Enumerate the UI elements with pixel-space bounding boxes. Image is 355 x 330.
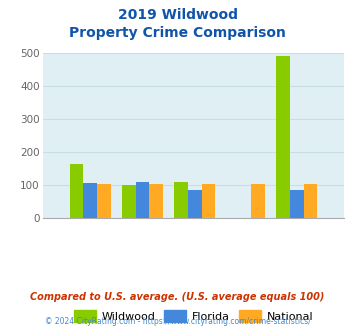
Bar (251, 184, 265, 218)
Text: Property Crime Comparison: Property Crime Comparison (69, 26, 286, 40)
Bar (290, 190, 304, 218)
Bar (304, 184, 317, 218)
Bar (136, 182, 149, 218)
Bar (122, 185, 136, 218)
Bar (174, 182, 188, 218)
Text: Compared to U.S. average. (U.S. average equals 100): Compared to U.S. average. (U.S. average … (30, 292, 325, 302)
Bar (149, 184, 163, 218)
Bar (70, 164, 83, 218)
Bar (188, 190, 202, 218)
Bar (97, 184, 110, 218)
Text: 2019 Wildwood: 2019 Wildwood (118, 8, 237, 22)
Legend: Wildwood, Florida, National: Wildwood, Florida, National (69, 306, 318, 326)
Text: © 2024 CityRating.com - https://www.cityrating.com/crime-statistics/: © 2024 CityRating.com - https://www.city… (45, 317, 310, 326)
Bar (277, 56, 290, 218)
Bar (202, 184, 215, 218)
Bar (83, 183, 97, 218)
